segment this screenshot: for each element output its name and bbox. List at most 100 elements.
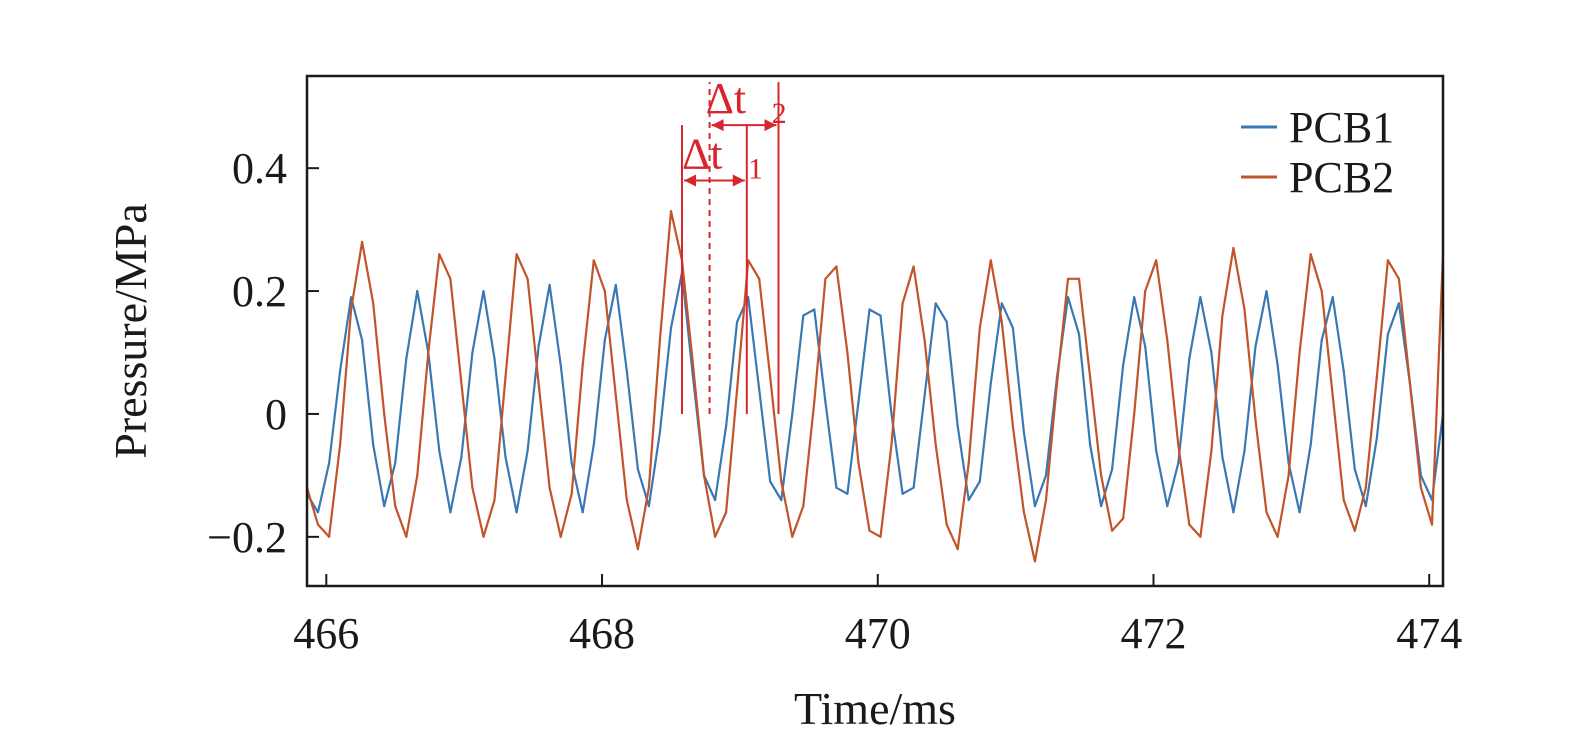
data-point-pcb1: [1397, 302, 1400, 305]
y-tick-label: 0: [265, 390, 287, 439]
data-point-pcb1: [1100, 505, 1103, 508]
data-point-pcb2: [1287, 474, 1290, 477]
data-point-pcb1: [1188, 357, 1191, 360]
data-point-pcb1: [857, 400, 860, 403]
data-point-pcb1: [1210, 351, 1213, 354]
series-line-pcb1: [306, 271, 1445, 514]
data-point-pcb2: [350, 308, 353, 311]
data-point-pcb2: [989, 259, 992, 262]
x-axis-title: Time/ms: [794, 683, 956, 734]
data-point-pcb2: [1386, 259, 1389, 262]
data-point-pcb2: [934, 443, 937, 446]
data-point-pcb2: [1254, 419, 1257, 422]
data-point-pcb1: [901, 492, 904, 495]
data-point-pcb1: [1000, 302, 1003, 305]
data-point-pcb1: [923, 394, 926, 397]
data-point-pcb2: [1089, 376, 1092, 379]
data-point-pcb2: [548, 486, 551, 489]
data-point-pcb1: [1353, 468, 1356, 471]
data-point-pcb2: [316, 523, 320, 526]
data-point-pcb2: [1066, 277, 1070, 280]
data-point-pcb1: [1221, 455, 1224, 459]
data-point-pcb2: [625, 498, 628, 502]
data-point-pcb2: [636, 548, 640, 551]
data-point-pcb1: [548, 283, 551, 286]
data-point-pcb2: [1122, 517, 1125, 520]
data-point-pcb2: [537, 382, 540, 385]
data-point-pcb2: [1188, 523, 1191, 526]
data-point-pcb2: [846, 351, 849, 354]
data-point-pcb1: [1077, 333, 1081, 336]
data-point-pcb2: [868, 529, 871, 532]
data-point-pcb1: [912, 486, 915, 489]
data-point-pcb2: [945, 523, 948, 526]
data-point-pcb2: [427, 351, 430, 354]
data-point-pcb1: [758, 388, 761, 391]
data-point-pcb2: [669, 210, 673, 213]
data-point-pcb2: [791, 535, 794, 538]
x-tick-label: 472: [1120, 609, 1186, 658]
data-point-pcb2: [702, 474, 706, 477]
data-point-pcb2: [1221, 314, 1224, 317]
data-point-pcb2: [1243, 308, 1246, 311]
delta-t2-arrowhead-left: [711, 119, 724, 132]
data-point-pcb2: [912, 265, 915, 268]
data-point-pcb2: [758, 277, 761, 280]
data-point-pcb1: [394, 462, 397, 465]
x-axis-ticks: 466 468 470 472 474: [293, 574, 1462, 658]
data-point-pcb1: [647, 505, 651, 508]
data-point-pcb1: [1133, 296, 1136, 299]
data-point-pcb1: [1265, 290, 1268, 293]
delta-t2-arrowhead-right: [764, 119, 777, 132]
data-point-pcb1: [361, 339, 364, 342]
data-point-pcb2: [1210, 449, 1213, 452]
data-point-pcb1: [1243, 449, 1246, 452]
data-point-pcb1: [1111, 468, 1114, 471]
delta-t2-label: Δt: [706, 74, 747, 123]
data-point-pcb2: [1155, 259, 1158, 262]
data-point-pcb1: [1364, 505, 1367, 508]
data-point-pcb1: [1166, 505, 1169, 508]
data-point-pcb2: [978, 326, 981, 329]
data-point-pcb2: [1298, 351, 1301, 354]
data-point-pcb1: [835, 486, 838, 489]
y-tick-label: −0.2: [207, 513, 287, 562]
data-point-pcb1: [405, 357, 408, 360]
data-point-pcb2: [1232, 246, 1235, 250]
delta-t2-subscript: 2: [772, 97, 787, 130]
y-tick-label: 0.2: [232, 267, 287, 316]
data-point-pcb1: [1011, 326, 1015, 329]
data-point-pcb2: [1111, 529, 1114, 532]
data-point-pcb1: [372, 443, 375, 446]
data-point-pcb2: [769, 376, 772, 379]
data-point-pcb1: [493, 357, 496, 360]
data-point-pcb1: [736, 320, 739, 323]
x-tick-label: 466: [293, 609, 359, 658]
data-point-pcb2: [1000, 320, 1003, 323]
data-point-pcb1: [460, 455, 463, 459]
data-point-pcb1: [769, 480, 772, 483]
data-point-pcb2: [1033, 560, 1036, 563]
data-point-pcb2: [956, 548, 959, 551]
plot-frame: [305, 74, 1445, 588]
data-point-pcb1: [868, 308, 871, 311]
delta-t1-subscript: 1: [748, 152, 763, 185]
data-point-pcb1: [780, 498, 783, 502]
data-point-pcb2: [504, 376, 507, 379]
data-point-pcb1: [1320, 339, 1323, 342]
data-point-pcb2: [361, 240, 364, 243]
data-point-pcb2: [438, 253, 441, 256]
data-point-pcb1: [791, 412, 794, 416]
data-point-pcb2: [1199, 535, 1202, 538]
data-point-pcb2: [1177, 443, 1180, 446]
data-point-pcb2: [1375, 376, 1378, 379]
data-point-pcb2: [1408, 382, 1411, 385]
data-point-pcb2: [570, 492, 573, 495]
data-point-pcb1: [581, 511, 584, 514]
data-point-pcb1: [537, 345, 540, 348]
data-point-pcb2: [1309, 253, 1312, 256]
data-point-pcb1: [625, 369, 628, 372]
data-point-pcb2: [1276, 535, 1279, 538]
annotation-layer: Δt 1Δt 2: [680, 74, 787, 414]
data-point-pcb2: [923, 339, 926, 342]
